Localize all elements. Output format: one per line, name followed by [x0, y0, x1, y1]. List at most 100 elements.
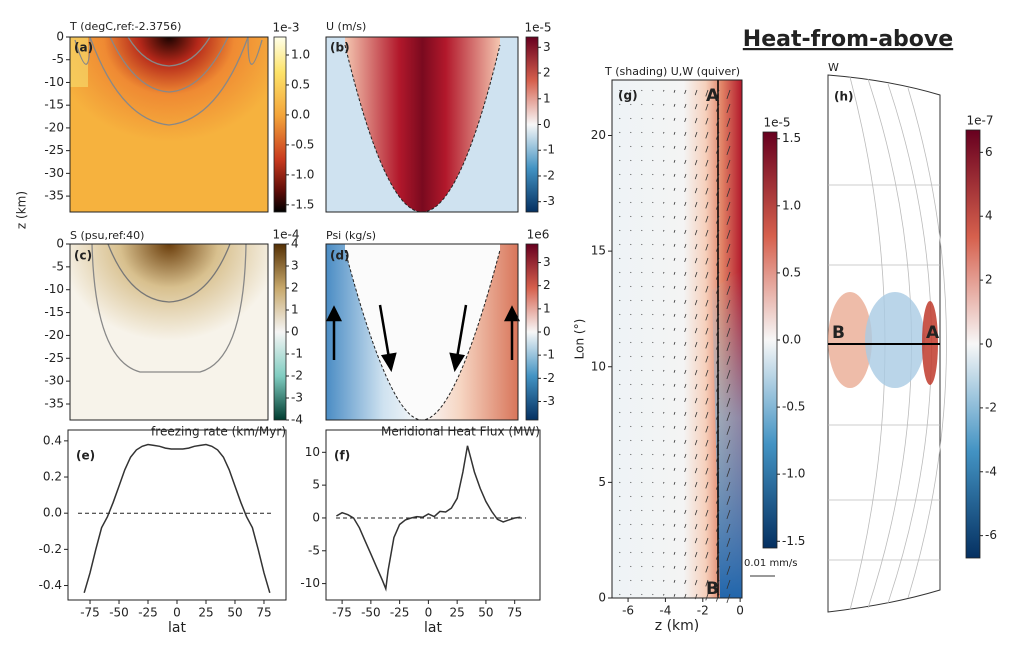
- quiver-arrow: [684, 173, 687, 179]
- y-axis-label: Lon (°): [573, 319, 587, 360]
- quiver-arrow: [673, 383, 676, 387]
- colorbar-tick-label: 0: [985, 337, 993, 351]
- quiver-arrow: [715, 159, 720, 168]
- y-tick-label: -10: [44, 282, 64, 296]
- x-tick-label: -4: [659, 604, 671, 618]
- quiver-arrow: [684, 103, 687, 109]
- quiver-arrow: [694, 131, 698, 138]
- quiver-arrow: [684, 523, 687, 529]
- quiver-arrow: [715, 551, 720, 560]
- annotation: A: [926, 323, 940, 343]
- y-axis-label: z (km): [15, 191, 29, 229]
- quiver-arrow: [673, 257, 676, 261]
- quiver-arrow: [715, 425, 720, 434]
- quiver-arrow: [694, 215, 698, 222]
- quiver-arrow: [726, 523, 731, 534]
- quiver-arrow: [715, 229, 720, 238]
- x-tick-label: 0: [173, 606, 181, 620]
- quiver-arrow: [694, 271, 698, 278]
- quiver-arrow: [705, 593, 709, 601]
- quiver-arrow: [684, 215, 687, 221]
- x-tick-label: -25: [138, 606, 158, 620]
- axes-frame: [325, 36, 519, 213]
- quiver-arrow: [726, 467, 731, 478]
- y-tick-label: -0.2: [39, 542, 62, 556]
- quiver-arrow: [673, 453, 676, 457]
- quiver-arrow: [715, 341, 720, 350]
- quiver-arrow: [684, 579, 687, 585]
- quiver-arrow: [694, 257, 698, 264]
- quiver-arrow: [726, 369, 731, 380]
- quiver-arrow: [673, 215, 676, 219]
- quiver-arrow: [715, 467, 720, 476]
- x-tick-label: 50: [478, 606, 493, 620]
- quiver-arrow: [694, 593, 698, 600]
- colorbar-tick-label: -0.5: [291, 137, 314, 151]
- quiver-arrow: [705, 285, 709, 293]
- quiver-arrow: [684, 145, 687, 151]
- quiver-arrow: [705, 327, 709, 335]
- quiver-arrow: [726, 89, 731, 100]
- quiver-arrow: [663, 523, 665, 526]
- image: [865, 292, 925, 388]
- quiver-arrow: [684, 299, 687, 305]
- quiver-arrow: [726, 215, 731, 226]
- quiver-arrow: [705, 411, 709, 419]
- quiver-arrow: [705, 537, 709, 545]
- quiver-arrow: [715, 117, 720, 126]
- quiver-arrow: [705, 243, 709, 251]
- colorbar-tick-label: -1.5: [782, 534, 805, 548]
- colorbar-tick-label: -4: [985, 464, 997, 478]
- y-tick-label: 5: [598, 475, 606, 489]
- colorbar-tick-label: 0: [291, 325, 299, 339]
- y-tick-label: -30: [44, 374, 64, 388]
- quiver-arrow: [694, 523, 698, 530]
- quiver-arrow: [715, 187, 720, 196]
- colorbar: [273, 243, 287, 421]
- y-tick-label: -15: [44, 98, 64, 112]
- y-tick-label: -0.4: [39, 578, 62, 592]
- colorbar-tick-label: -0.5: [782, 400, 805, 414]
- quiver-arrow: [673, 299, 676, 303]
- quiver-arrow: [694, 397, 698, 404]
- colorbar-exponent: 1e-4: [273, 228, 300, 242]
- quiver-arrow: [705, 523, 709, 531]
- panel-title: Meridional Heat Flux (MW): [381, 425, 540, 439]
- quiver-arrow: [705, 551, 709, 559]
- colorbar: [525, 36, 539, 213]
- colorbar-tick-label: -3: [291, 391, 303, 405]
- quiver-arrow: [715, 565, 720, 574]
- quiver-arrow: [684, 397, 687, 403]
- x-tick-label: -25: [390, 606, 410, 620]
- colorbar-tick-label: 1.5: [782, 131, 801, 145]
- colorbar-tick-label: 4: [291, 237, 299, 251]
- colorbar-tick-label: 2: [543, 66, 551, 80]
- colorbar-tick-label: -3: [543, 394, 555, 408]
- colorbar-tick-label: -2: [291, 369, 303, 383]
- colorbar-exponent: 1e6: [527, 228, 550, 242]
- contours: [74, 36, 263, 126]
- quiver-arrow: [663, 411, 665, 414]
- quiver-arrow: [705, 481, 709, 489]
- quiver-arrow: [673, 229, 676, 233]
- quiver-arrow: [673, 593, 676, 597]
- quiver-arrow: [663, 537, 665, 540]
- image: [70, 37, 88, 87]
- image: [70, 244, 268, 420]
- panel-label: (g): [618, 89, 638, 103]
- quiver-arrow: [673, 271, 676, 275]
- quiver-arrow: [663, 593, 665, 596]
- quiver-arrow: [673, 425, 676, 429]
- colorbar-tick-label: -3: [543, 194, 555, 208]
- quiver-arrow: [673, 117, 676, 121]
- quiver-arrow: [726, 593, 731, 604]
- quiver-arrow: [694, 229, 698, 236]
- quiver-arrow: [673, 285, 676, 289]
- flow-arrows: [325, 304, 521, 373]
- quiver-arrow: [684, 89, 687, 95]
- quiver-arrow: [705, 355, 709, 363]
- colorbar: [273, 36, 287, 213]
- panel-label: (b): [330, 41, 350, 55]
- quiver-arrow: [715, 411, 720, 420]
- quiver-arrow: [705, 495, 709, 503]
